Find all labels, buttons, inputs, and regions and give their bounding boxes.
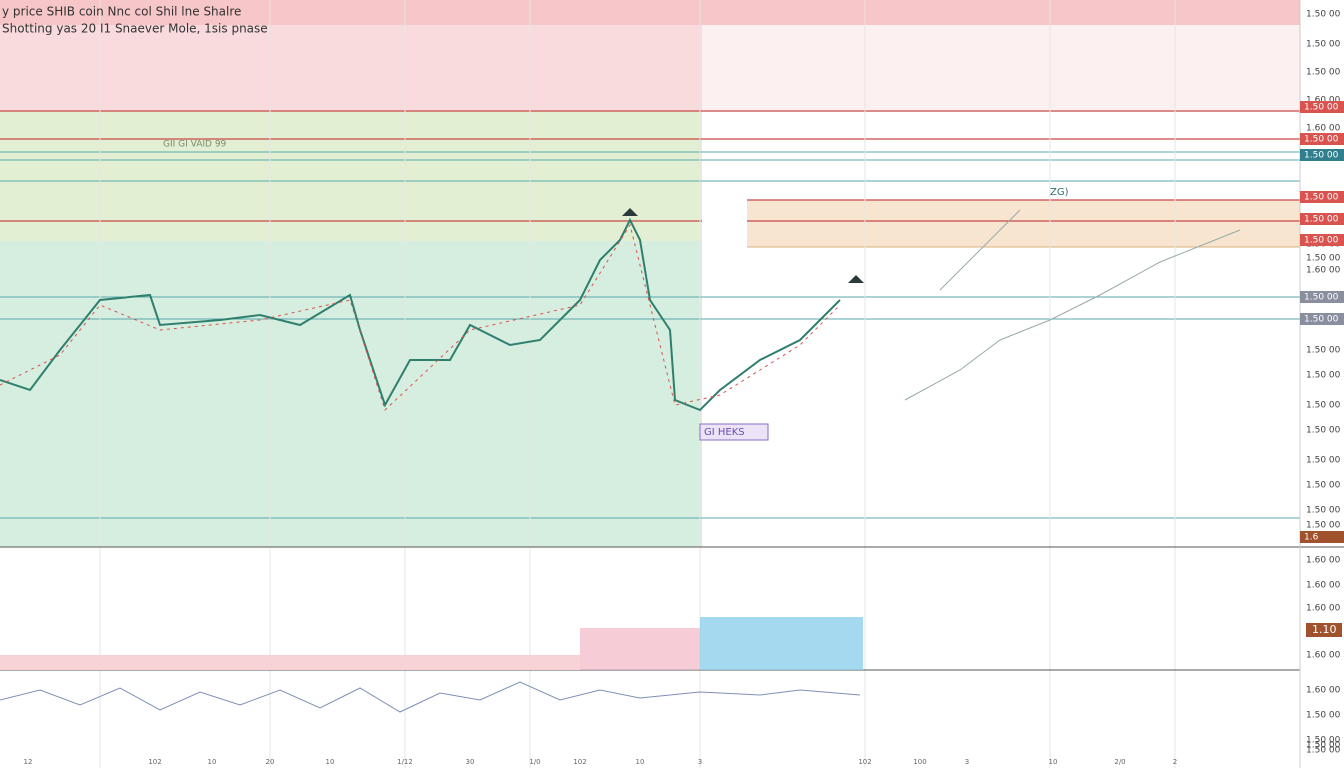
price-tag-bg — [1300, 133, 1344, 145]
price-axis-label: 1.50 00 — [1306, 521, 1341, 531]
price-axis-label: 1.50 00 — [1306, 401, 1341, 411]
target-label: ZG) — [1050, 187, 1069, 198]
price-tag-bg — [1300, 213, 1344, 225]
price-axis-label: 1.50 00 — [1306, 346, 1341, 356]
lower-axis-label: 1.60 00 — [1306, 604, 1341, 614]
price-tag: 1.50 00 — [1304, 151, 1339, 161]
time-label: 30 — [466, 758, 475, 766]
volume-blue — [700, 617, 863, 670]
lower-axis-label: 1.50 00 — [1306, 741, 1341, 751]
lower-axis-label: 1.60 00 — [1306, 651, 1341, 661]
price-tag-bg — [1300, 191, 1344, 203]
time-label: 2/0 — [1114, 758, 1125, 766]
time-label: 1/0 — [529, 758, 540, 766]
time-label: 100 — [913, 758, 926, 766]
lower-tag-bg — [1306, 623, 1342, 637]
lower-axis-label: 1.60 00 — [1306, 686, 1341, 696]
price-trace — [0, 217, 841, 412]
red-lines — [0, 110, 1300, 222]
price-axis-label: 1.50 00 — [1306, 68, 1341, 78]
pink-zone — [0, 25, 702, 111]
subtitle: Shotting yas 20 I1 Snaever Mole, 1sis pn… — [2, 22, 268, 36]
green-zone — [0, 241, 702, 547]
top-band — [0, 0, 1300, 25]
price-tag: 1.50 00 — [1304, 135, 1339, 145]
time-label: 10 — [208, 758, 217, 766]
lower-axis-label: 1.50 00 — [1306, 736, 1341, 746]
title: y price SHIB coin Nnc col Shil lne Shalr… — [2, 5, 241, 19]
volume-low — [0, 655, 580, 670]
price-axis-label: 1.50 00 — [1306, 481, 1341, 491]
price-tag: 1.50 00 — [1304, 215, 1339, 225]
price-tag: 1.50 00 — [1304, 193, 1339, 203]
time-label: 10 — [326, 758, 335, 766]
time-label: 2 — [1173, 758, 1177, 766]
price-axis-label: 1.50 00 — [1306, 506, 1341, 516]
oscillator — [0, 681, 861, 713]
price-tag-bg — [1300, 234, 1344, 246]
price-axis-label: 1.50 00 — [1306, 426, 1341, 436]
price-tag-bg — [1300, 531, 1344, 543]
lower-tag: 1.10 — [1312, 623, 1337, 636]
projection — [904, 229, 1241, 401]
box-label: GI HEKS — [704, 427, 745, 438]
zone-label: GII GI VAID 99 — [163, 140, 227, 150]
time-label: 10 — [636, 758, 645, 766]
box-label-bg — [699, 423, 769, 441]
price-axis-label: 1.50 00 — [1306, 456, 1341, 466]
yellow-zone — [0, 111, 702, 241]
price-tag: 1.50 00 — [1304, 236, 1339, 246]
price-axis-label: 1.60 00 — [1306, 96, 1341, 106]
lower-axis-label: 1.60 00 — [1306, 556, 1341, 566]
price-axis-label: 1.50 00 — [1306, 254, 1341, 264]
time-label: 1/12 — [397, 758, 413, 766]
pink-zone-right — [702, 25, 1300, 111]
teal-lines — [0, 151, 1300, 519]
price-axis-label: 1.50 00 — [1306, 371, 1341, 381]
time-label: 10 — [1049, 758, 1058, 766]
lower-axis-label: 1.50 00 — [1306, 711, 1341, 721]
volume-red — [580, 628, 700, 670]
time-label: 12 — [24, 758, 33, 766]
time-label: 3 — [965, 758, 969, 766]
lower-axis-label: 1.50 00 — [1306, 746, 1341, 756]
price-tag: 1.6 — [1304, 533, 1319, 543]
time-label: 102 — [148, 758, 161, 766]
price-tag-bg — [1300, 291, 1344, 303]
price-tag: 1.50 00 — [1304, 293, 1339, 303]
price-tag-bg — [1300, 313, 1344, 325]
target-box — [747, 200, 1300, 247]
price-axis-label: 1.50 00 — [1306, 40, 1341, 50]
price-axis-label: 1.50 00 — [1306, 10, 1341, 20]
time-label: 3 — [698, 758, 702, 766]
price-trace-red — [0, 223, 841, 411]
price-tag-bg — [1300, 149, 1344, 161]
price-tag: 1.50 00 — [1304, 315, 1339, 325]
price-tag: 1.50 00 — [1304, 103, 1339, 113]
lower-axis-label: 1.60 00 — [1306, 581, 1341, 591]
price-tag-bg — [1300, 101, 1344, 113]
price-axis-label: 1.60 00 — [1306, 124, 1341, 134]
price-axis-label: 1.60 00 — [1306, 266, 1341, 276]
time-label: 102 — [573, 758, 586, 766]
time-label: 102 — [858, 758, 871, 766]
projection-2 — [939, 209, 1021, 291]
time-label: 20 — [266, 758, 275, 766]
